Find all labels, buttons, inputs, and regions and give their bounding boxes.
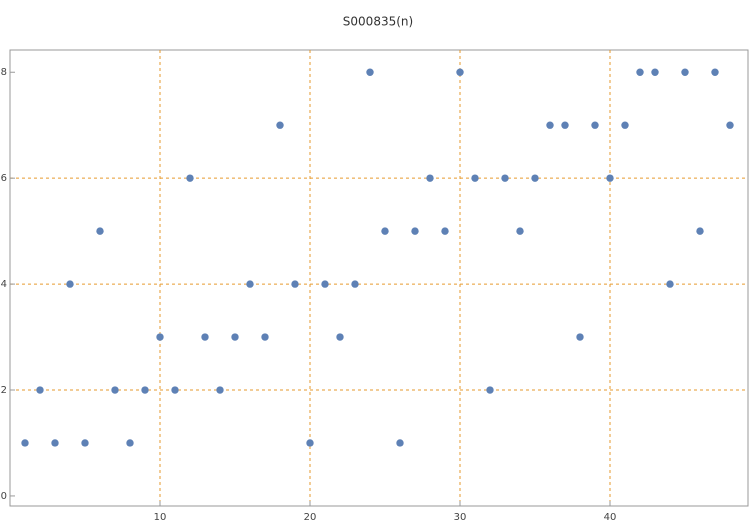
point: [501, 174, 509, 182]
y-tick-label: 0: [1, 491, 7, 502]
point: [441, 227, 449, 235]
point: [111, 386, 119, 394]
point: [681, 68, 689, 76]
x-tick-label: 20: [304, 512, 317, 523]
point: [36, 386, 44, 394]
point: [486, 386, 494, 394]
point: [561, 121, 569, 129]
point: [636, 68, 644, 76]
point: [621, 121, 629, 129]
y-tick-label: 4: [1, 279, 7, 290]
point: [351, 280, 359, 288]
point: [246, 280, 254, 288]
point: [336, 333, 344, 341]
y-tick-label: 6: [1, 173, 7, 184]
point: [711, 68, 719, 76]
point: [531, 174, 539, 182]
point: [546, 121, 554, 129]
point: [306, 439, 314, 447]
point: [291, 280, 299, 288]
point: [126, 439, 134, 447]
point: [396, 439, 404, 447]
point: [201, 333, 209, 341]
point: [231, 333, 239, 341]
point: [171, 386, 179, 394]
point: [276, 121, 284, 129]
y-tick-label: 8: [1, 67, 7, 78]
point: [81, 439, 89, 447]
x-tick-label: 10: [154, 512, 167, 523]
point: [96, 227, 104, 235]
point: [696, 227, 704, 235]
x-tick-label: 30: [454, 512, 467, 523]
point: [726, 121, 734, 129]
point: [186, 174, 194, 182]
point: [216, 386, 224, 394]
point: [651, 68, 659, 76]
point: [576, 333, 584, 341]
point: [156, 333, 164, 341]
point: [411, 227, 419, 235]
point: [471, 174, 479, 182]
y-tick-label: 2: [1, 385, 7, 396]
point: [381, 227, 389, 235]
point: [66, 280, 74, 288]
point: [606, 174, 614, 182]
point: [261, 333, 269, 341]
chart-title: S000835(n): [343, 15, 413, 29]
plot-frame: [9, 49, 749, 507]
point: [321, 280, 329, 288]
point: [456, 68, 464, 76]
point: [141, 386, 149, 394]
point: [666, 280, 674, 288]
point: [591, 121, 599, 129]
point: [21, 439, 29, 447]
x-tick-label: 40: [604, 512, 617, 523]
point: [516, 227, 524, 235]
point: [426, 174, 434, 182]
point: [51, 439, 59, 447]
point: [366, 68, 374, 76]
